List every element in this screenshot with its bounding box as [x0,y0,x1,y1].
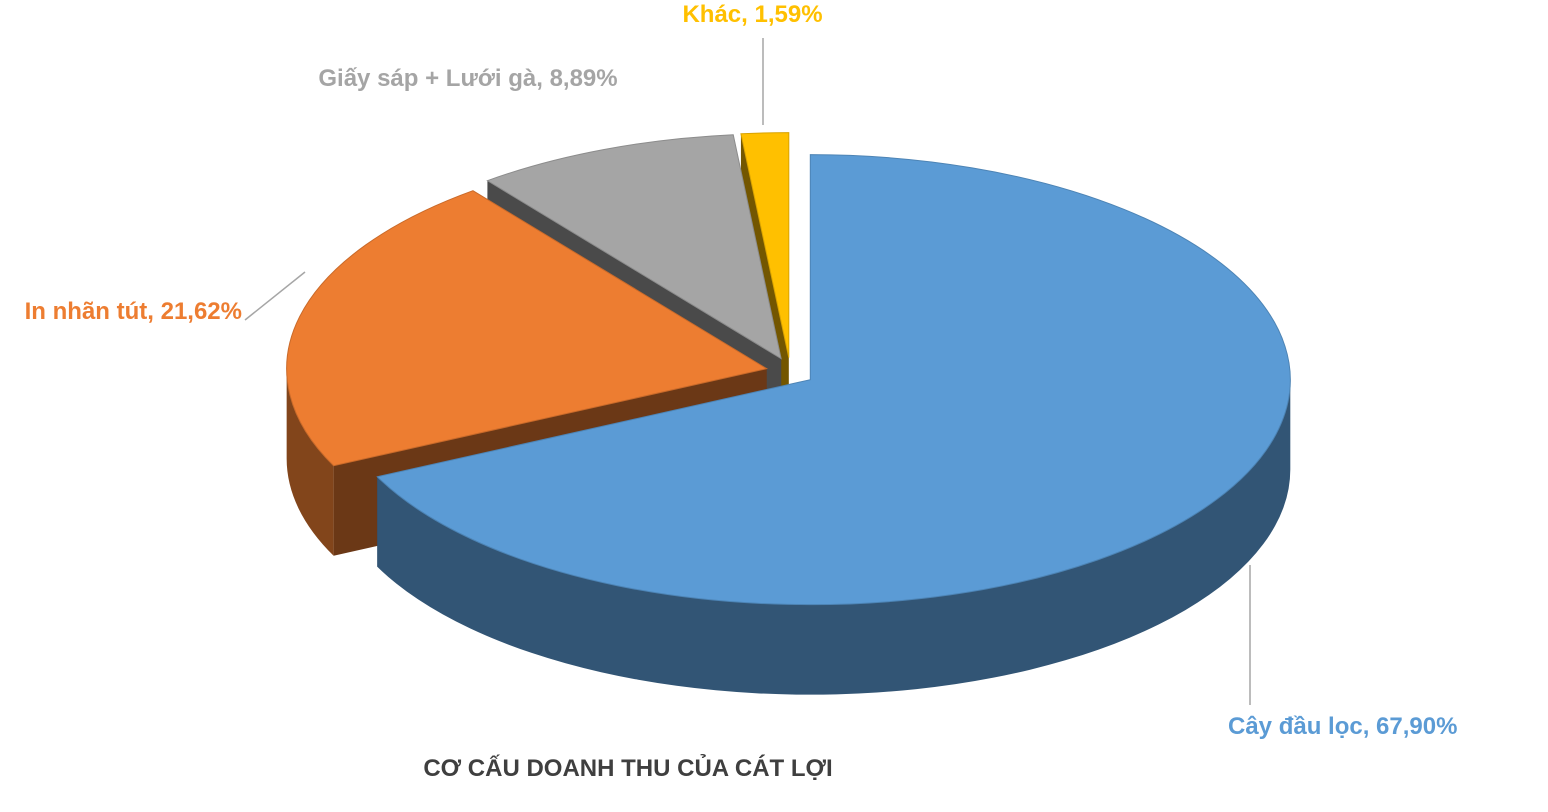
slice-side [286,368,334,556]
pie-slice [740,132,790,358]
pie-slice [376,154,1291,606]
pie-slice [286,190,768,467]
data-label: Giấy sáp + Lưới gà, 8,89% [318,65,618,92]
data-label: Khác, 1,59% [682,1,823,28]
leader-line [244,271,306,321]
slice-side [377,379,1291,695]
data-label: In nhãn tút, 21,62% [24,298,242,325]
data-label: Cây đầu lọc, 67,90% [1228,713,1458,740]
pie-slice [486,134,782,360]
chart-title: CƠ CẤU DOANH THU CỦA CÁT LỢI [423,755,833,782]
